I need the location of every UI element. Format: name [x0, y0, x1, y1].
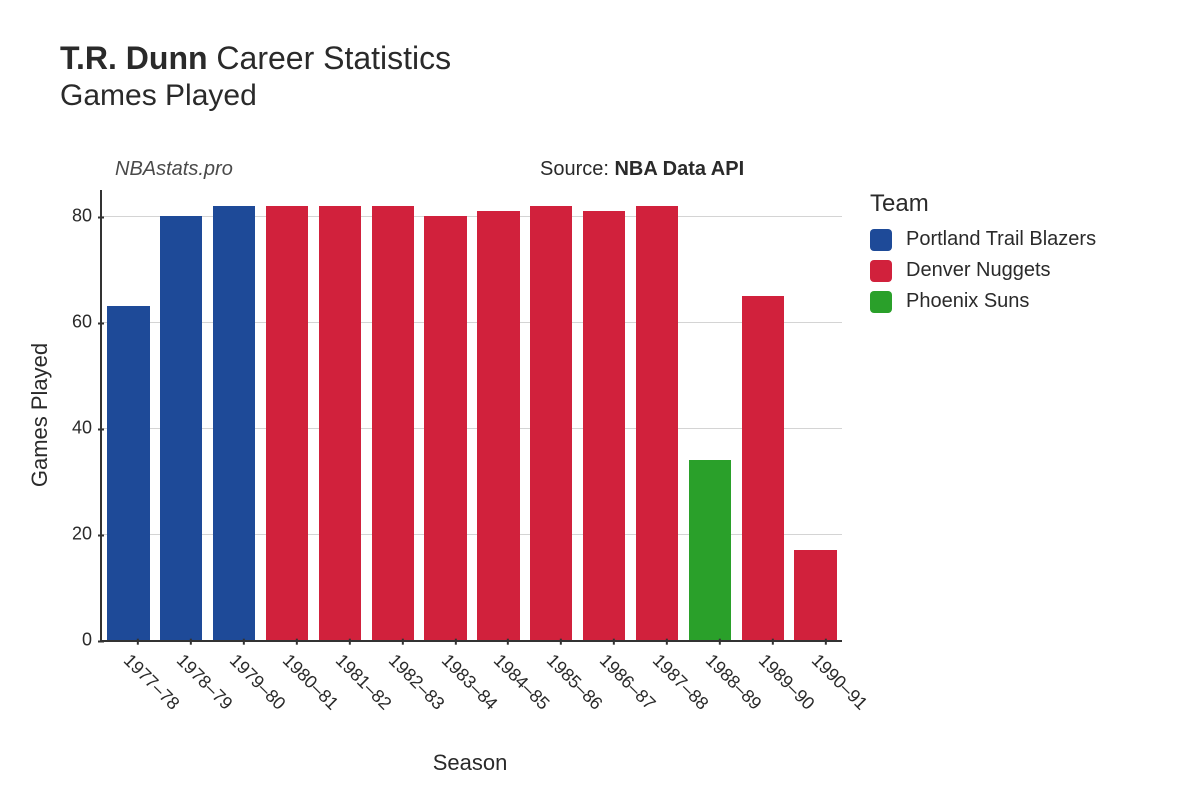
- legend: Team Portland Trail Blazers Denver Nugget…: [870, 190, 1096, 321]
- legend-swatch: [870, 260, 892, 282]
- bar: [477, 211, 519, 640]
- legend-swatch: [870, 229, 892, 251]
- source-attribution: Source: NBA Data API: [540, 158, 744, 181]
- bar: [319, 206, 361, 640]
- x-tick: 1981–82: [331, 650, 395, 714]
- legend-swatch: [870, 291, 892, 313]
- bar: [213, 206, 255, 640]
- x-tick: 1978–79: [172, 650, 236, 714]
- x-tick: 1985–86: [542, 650, 606, 714]
- x-tick: 1982–83: [384, 650, 448, 714]
- player-name: T.R. Dunn: [60, 40, 208, 76]
- y-tick: 40: [72, 418, 102, 439]
- y-tick: 20: [72, 524, 102, 545]
- legend-label: Denver Nuggets: [906, 259, 1051, 282]
- x-tick: 1986–87: [595, 650, 659, 714]
- bar: [266, 206, 308, 640]
- bar: [583, 211, 625, 640]
- watermark-text: NBAstats.pro: [115, 158, 233, 181]
- legend-label: Phoenix Suns: [906, 290, 1029, 313]
- chart-title: T.R. Dunn Career Statistics Games Played: [60, 40, 451, 113]
- legend-title: Team: [870, 190, 1096, 218]
- x-tick: 1980–81: [278, 650, 342, 714]
- y-tick: 60: [72, 312, 102, 333]
- bar: [689, 460, 731, 640]
- bar: [636, 206, 678, 640]
- bar: [794, 550, 836, 640]
- bar: [742, 296, 784, 640]
- y-tick: 0: [82, 630, 102, 651]
- y-tick: 80: [72, 206, 102, 227]
- source-prefix: Source:: [540, 158, 614, 180]
- x-tick: 1979–80: [225, 650, 289, 714]
- bar: [530, 206, 572, 640]
- bar: [424, 216, 466, 640]
- x-tick: 1987–88: [648, 650, 712, 714]
- legend-item: Portland Trail Blazers: [870, 228, 1096, 251]
- title-line-1: T.R. Dunn Career Statistics: [60, 40, 451, 77]
- bar: [107, 306, 149, 640]
- x-tick: 1983–84: [437, 650, 501, 714]
- plot-area: 0204060801977–781978–791979–801980–81198…: [100, 190, 842, 642]
- title-suffix: Career Statistics: [216, 40, 451, 76]
- bar: [372, 206, 414, 640]
- bar: [160, 216, 202, 640]
- legend-label: Portland Trail Blazers: [906, 228, 1096, 251]
- legend-item: Phoenix Suns: [870, 290, 1096, 313]
- y-axis-label: Games Played: [27, 343, 53, 487]
- x-axis-label: Season: [433, 750, 508, 776]
- x-tick: 1990–91: [807, 650, 871, 714]
- legend-item: Denver Nuggets: [870, 259, 1096, 282]
- x-tick: 1988–89: [701, 650, 765, 714]
- chart-subtitle: Games Played: [60, 79, 451, 113]
- source-name: NBA Data API: [614, 158, 744, 180]
- chart-container: T.R. Dunn Career Statistics Games Played…: [0, 0, 1200, 800]
- x-tick: 1977–78: [120, 650, 184, 714]
- x-tick: 1989–90: [754, 650, 818, 714]
- x-tick: 1984–85: [490, 650, 554, 714]
